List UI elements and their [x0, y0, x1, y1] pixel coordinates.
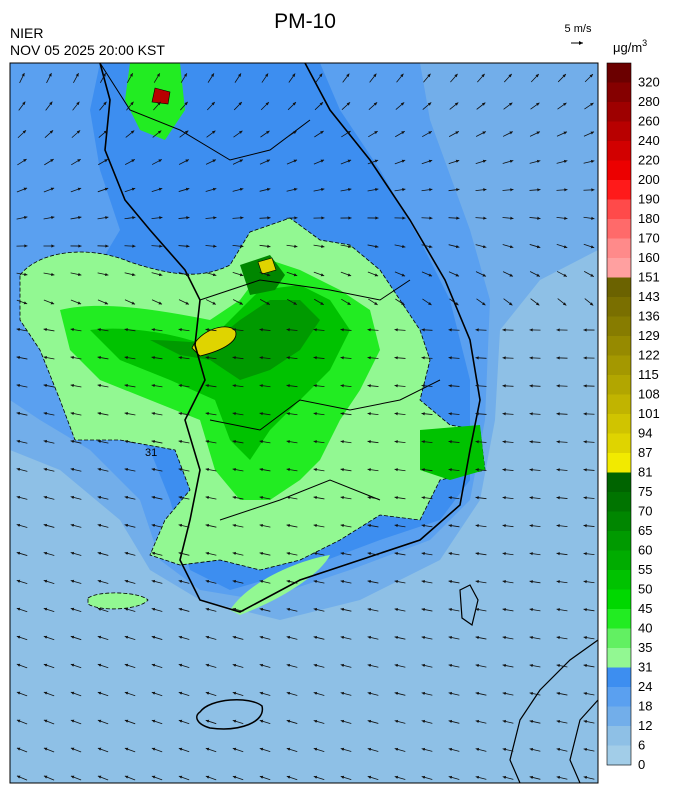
field-east: [420, 425, 485, 480]
title: PM-10: [274, 10, 336, 33]
colorbar-segment: [607, 219, 631, 239]
colorbar-segment: [607, 395, 631, 415]
colorbar-label: 240: [638, 133, 660, 148]
unit-exponent: 3: [642, 38, 647, 48]
colorbar-label: 94: [638, 426, 652, 441]
colorbar-label: 24: [638, 679, 652, 694]
colorbar-segment: [607, 629, 631, 649]
unit: μg/m3: [613, 38, 647, 55]
colorbar-segment: [607, 102, 631, 122]
colorbar-label: 45: [638, 601, 652, 616]
colorbar-segment: [607, 726, 631, 746]
colorbar-label: 180: [638, 211, 660, 226]
colorbar-segment: [607, 239, 631, 259]
colorbar-segment: [607, 687, 631, 707]
colorbar-label: 170: [638, 231, 660, 246]
colorbar-label: 75: [638, 484, 652, 499]
unit-base: μg/m: [613, 40, 642, 55]
colorbar-segment: [607, 609, 631, 629]
colorbar-label: 160: [638, 250, 660, 265]
colorbar-segment: [607, 414, 631, 434]
colorbar-label: 122: [638, 348, 660, 363]
colorbar-label: 108: [638, 387, 660, 402]
colorbar-segment: [607, 551, 631, 571]
colorbar-segment: [607, 648, 631, 668]
colorbar-segment: [607, 356, 631, 376]
colorbar-segment: [607, 531, 631, 551]
wind-scale-arrow-head: [579, 41, 583, 45]
colorbar-label: 136: [638, 309, 660, 324]
colorbar-segment: [607, 746, 631, 766]
colorbar-label: 6: [638, 738, 645, 753]
colorbar-segment: [607, 83, 631, 103]
colorbar-label: 115: [638, 367, 659, 382]
colorbar-label: 18: [638, 699, 652, 714]
colorbar-segment: [607, 180, 631, 200]
colorbar-label: 143: [638, 289, 660, 304]
colorbar-label: 280: [638, 94, 660, 109]
colorbar-label: 60: [638, 543, 652, 558]
colorbar-segment: [607, 317, 631, 337]
colorbar-label: 12: [638, 718, 652, 733]
colorbar-label: 40: [638, 621, 652, 636]
colorbar-label: 220: [638, 153, 660, 168]
colorbar-segment: [607, 63, 631, 83]
colorbar-segment: [607, 200, 631, 220]
colorbar-label: 129: [638, 328, 660, 343]
colorbar-label: 35: [638, 640, 652, 655]
colorbar-segment: [607, 336, 631, 356]
colorbar-label: 320: [638, 75, 660, 90]
colorbar-label: 87: [638, 445, 652, 460]
colorbar-segment: [607, 161, 631, 181]
colorbar-segment: [607, 473, 631, 493]
colorbar-segment: [607, 668, 631, 688]
colorbar-label: 0: [638, 757, 645, 772]
colorbar-label: 151: [638, 270, 660, 285]
colorbar-segment: [607, 492, 631, 512]
contour-label: 31: [145, 447, 157, 459]
colorbar-segment: [607, 512, 631, 532]
colorbar-segment: [607, 453, 631, 473]
colorbar-label: 31: [638, 660, 652, 675]
colorbar-label: 260: [638, 114, 660, 129]
datetime: NOV 05 2025 20:00 KST: [10, 42, 165, 58]
colorbar-segment: [607, 297, 631, 317]
colorbar-segment: [607, 141, 631, 161]
colorbar-segment: [607, 434, 631, 454]
colorbar-segment: [607, 375, 631, 395]
colorbar-label: 55: [638, 562, 652, 577]
colorbar-label: 50: [638, 582, 652, 597]
map: 31: [10, 63, 598, 783]
agency: NIER: [10, 25, 43, 41]
colorbar-segment: [607, 122, 631, 142]
colorbar-segment: [607, 590, 631, 610]
wind-scale: 5 m/s: [565, 23, 592, 35]
colorbar-label: 70: [638, 504, 652, 519]
colorbar-segment: [607, 278, 631, 298]
colorbar-label: 65: [638, 523, 652, 538]
colorbar-label: 81: [638, 465, 652, 480]
colorbar-segment: [607, 707, 631, 727]
colorbar-label: 190: [638, 192, 660, 207]
colorbar-segment: [607, 570, 631, 590]
colorbar-segment: [607, 258, 631, 278]
colorbar-label: 200: [638, 172, 660, 187]
colorbar: 3202802602402202001901801701601511431361…: [607, 63, 660, 772]
colorbar-label: 101: [638, 406, 660, 421]
